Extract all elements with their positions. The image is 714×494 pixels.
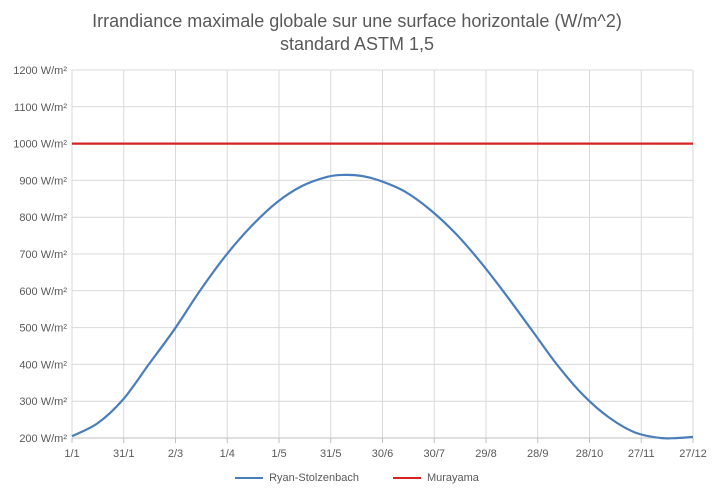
chart-title-block: Irrandiance maximale globale sur une sur…	[0, 10, 714, 56]
y-tick-label: 1000 W/m²	[13, 139, 67, 151]
x-tick-label: 31/1	[113, 448, 134, 460]
x-tick-label: 29/8	[475, 448, 496, 460]
series-line-ryan-stolzenbach	[71, 173, 694, 440]
x-tick-label: 31/5	[320, 448, 341, 460]
legend-item-murayama: Murayama	[392, 472, 479, 484]
grid-lines	[71, 69, 694, 443]
y-tick-label: 200 W/m²	[19, 433, 67, 445]
y-tick-label: 600 W/m²	[19, 286, 67, 298]
x-axis-ticks: 1/1 31/1 2/3 1/4 1/5 31/5 30/6 30/7 29/8 28/9 28/1…	[64, 448, 706, 460]
x-tick-label: 1/5	[271, 448, 286, 460]
x-tick-label: 30/6	[372, 448, 393, 460]
legend-label-murayama: Murayama	[426, 472, 479, 484]
y-tick-label: 1100 W/m²	[14, 102, 67, 114]
legend-swatch-ryan-stolzenbach	[235, 477, 264, 479]
legend: Ryan-Stolzenbach Murayama	[0, 472, 714, 484]
y-tick-label: 900 W/m²	[19, 175, 67, 187]
x-tick-label: 27/12	[679, 448, 707, 460]
y-tick-label: 300 W/m²	[19, 396, 67, 408]
x-tick-label: 28/10	[576, 448, 604, 460]
series-lines	[71, 142, 694, 440]
y-tick-label: 1200 W/m²	[13, 65, 67, 77]
x-tick-label: 1/1	[64, 448, 79, 460]
chart-title: Irrandiance maximale globale sur une sur…	[92, 11, 622, 31]
x-tick-label: 30/7	[424, 448, 445, 460]
y-tick-label: 400 W/m²	[19, 359, 67, 371]
legend-label-ryan-stolzenbach: Ryan-Stolzenbach	[269, 472, 359, 484]
chart-subtitle: standard ASTM 1,5	[279, 34, 435, 54]
legend-item-ryan-stolzenbach: Ryan-Stolzenbach	[235, 472, 359, 484]
y-tick-label: 500 W/m²	[19, 323, 67, 335]
y-tick-label: 800 W/m²	[19, 212, 67, 224]
y-axis-ticks: 200 W/m² 300 W/m² 400 W/m² 500 W/m² 600 W/m²…	[13, 65, 67, 445]
x-tick-label: 28/9	[527, 448, 548, 460]
legend-swatch-murayama	[392, 477, 421, 479]
y-tick-label: 700 W/m²	[19, 249, 67, 261]
x-tick-label: 2/3	[168, 448, 183, 460]
x-tick-label: 1/4	[220, 448, 235, 460]
x-tick-label: 27/11	[628, 448, 655, 460]
